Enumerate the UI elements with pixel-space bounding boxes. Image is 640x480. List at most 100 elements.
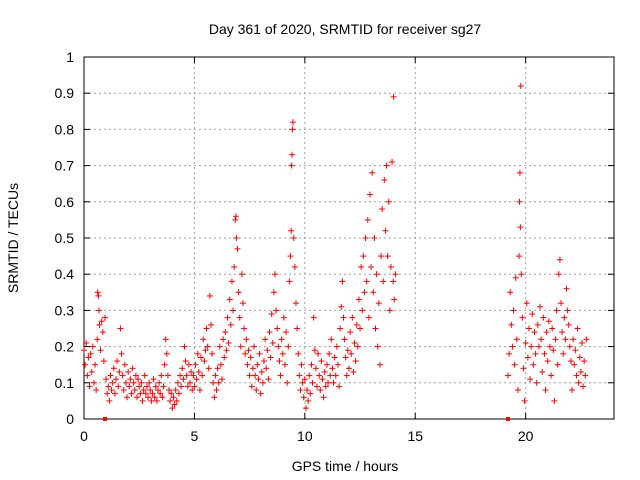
data-point xyxy=(545,318,552,325)
data-point xyxy=(253,387,260,394)
data-point xyxy=(81,347,87,354)
y-tick-label: 0.4 xyxy=(55,266,75,282)
data-point xyxy=(578,339,585,346)
data-point xyxy=(149,390,156,397)
data-point xyxy=(217,361,224,368)
data-point xyxy=(185,361,192,368)
data-point xyxy=(244,361,251,368)
data-point xyxy=(376,361,383,368)
data-point xyxy=(127,376,134,383)
y-tick-label: 0.9 xyxy=(55,85,75,101)
data-point xyxy=(390,93,397,100)
data-point xyxy=(235,289,242,296)
data-point xyxy=(371,235,378,241)
data-point xyxy=(246,372,253,379)
data-point xyxy=(103,376,110,383)
data-point xyxy=(194,350,201,357)
data-point xyxy=(258,368,265,375)
data-point xyxy=(331,354,338,361)
data-point xyxy=(234,245,241,252)
data-point xyxy=(559,329,566,336)
data-point xyxy=(146,379,153,386)
data-point xyxy=(576,354,583,361)
data-point xyxy=(111,390,118,397)
data-point xyxy=(323,361,330,368)
data-point xyxy=(524,354,531,361)
data-point xyxy=(571,361,578,368)
data-point xyxy=(108,387,115,394)
data-point xyxy=(251,343,258,350)
data-point xyxy=(544,358,551,365)
data-point xyxy=(181,343,188,350)
data-point xyxy=(289,151,296,158)
data-point xyxy=(263,365,270,372)
data-point xyxy=(556,256,563,263)
data-point xyxy=(368,263,375,270)
data-point xyxy=(201,358,208,365)
y-tick-label: 0.6 xyxy=(55,194,75,210)
data-point xyxy=(562,336,569,343)
data-point xyxy=(115,383,122,390)
data-point xyxy=(153,397,160,404)
data-point xyxy=(295,350,302,357)
data-point xyxy=(288,227,295,234)
data-point xyxy=(214,365,221,372)
data-point xyxy=(569,387,576,394)
data-point xyxy=(564,307,571,314)
data-point xyxy=(101,314,108,321)
data-point xyxy=(325,379,332,386)
data-point xyxy=(230,307,237,314)
data-point xyxy=(384,253,391,260)
zero-marker xyxy=(102,417,107,421)
data-point xyxy=(517,224,524,231)
data-point xyxy=(332,372,339,379)
data-point xyxy=(301,376,308,383)
data-point xyxy=(555,271,562,278)
data-point xyxy=(581,358,588,365)
data-point xyxy=(173,397,180,404)
data-point xyxy=(334,361,341,368)
data-point xyxy=(203,325,210,332)
data-point xyxy=(114,358,121,365)
data-point xyxy=(294,325,301,332)
data-point xyxy=(283,329,290,336)
data-point xyxy=(346,365,352,372)
data-point xyxy=(543,329,550,336)
data-point xyxy=(352,358,359,365)
data-point xyxy=(126,383,133,390)
data-point xyxy=(341,336,348,343)
data-point xyxy=(520,365,527,372)
data-point xyxy=(337,325,344,332)
data-point xyxy=(285,343,292,350)
data-point xyxy=(240,300,246,307)
data-point xyxy=(199,372,206,379)
data-point xyxy=(265,376,272,383)
data-point xyxy=(232,216,239,223)
data-point xyxy=(511,361,518,368)
data-point xyxy=(339,278,346,285)
data-point xyxy=(145,394,152,401)
data-point xyxy=(177,372,184,379)
data-point xyxy=(222,329,229,336)
data-point xyxy=(336,383,343,390)
data-point xyxy=(372,325,379,332)
data-point xyxy=(327,372,334,379)
data-point xyxy=(151,394,158,401)
data-point xyxy=(107,372,114,379)
data-point xyxy=(276,358,283,365)
data-point xyxy=(96,307,103,314)
data-point xyxy=(315,350,322,357)
y-axis-label: SRMTID / TECUs xyxy=(5,183,21,293)
data-point xyxy=(366,191,373,198)
data-point xyxy=(505,372,511,379)
data-point xyxy=(236,314,243,321)
data-point xyxy=(582,372,589,379)
data-point xyxy=(553,307,560,314)
data-point xyxy=(182,358,189,365)
data-point xyxy=(512,274,519,281)
data-point xyxy=(256,350,263,357)
data-point xyxy=(89,343,96,350)
data-point xyxy=(288,162,295,169)
data-point xyxy=(160,383,167,390)
data-point xyxy=(164,372,171,379)
